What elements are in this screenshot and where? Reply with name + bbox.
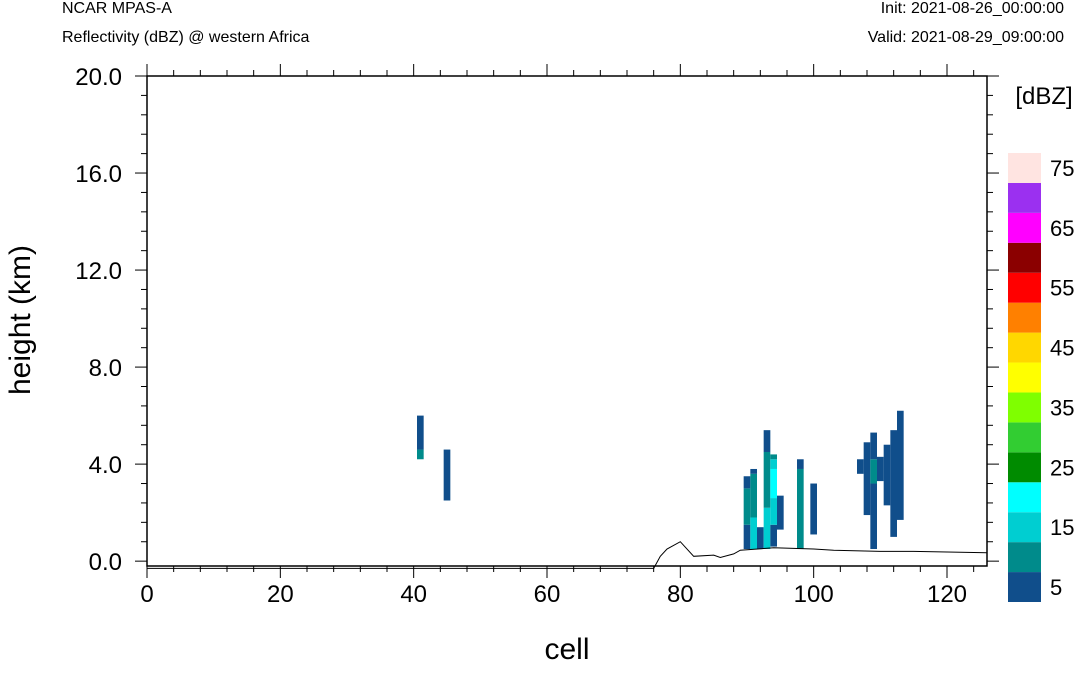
- colorbar: [dBZ] 5 15 25 35 45 55 65 75: [1008, 83, 1074, 602]
- x-tick-label: 60: [534, 581, 561, 608]
- colorbar-swatch: [1008, 572, 1041, 602]
- reflectivity-cell: [897, 410, 904, 520]
- reflectivity-cell: [750, 517, 757, 550]
- reflectivity-cell: [763, 507, 771, 550]
- colorbar-label: 65: [1050, 216, 1074, 241]
- valid-time: Valid: 2021-08-29_09:00:00: [867, 29, 1064, 46]
- reflectivity-cell: [777, 495, 784, 530]
- axes: 0 20 40 60 80 100 120 0.0 4.0 8.0 12.0 16.0 20.0: [75, 64, 999, 608]
- x-tick-label: 0: [140, 581, 153, 608]
- reflectivity-cell: [770, 459, 777, 469]
- reflectivity-cell: [417, 449, 424, 460]
- y-tick-label: 12.0: [75, 258, 122, 285]
- colorbar-label: 25: [1050, 455, 1074, 480]
- colorbar-label: 5: [1050, 575, 1062, 600]
- colorbar-swatch: [1008, 272, 1041, 303]
- colorbar-swatch: [1008, 422, 1041, 453]
- reflectivity-cell: [810, 483, 817, 535]
- colorbar-swatch: [1008, 332, 1041, 363]
- colorbar-swatch: [1008, 482, 1041, 513]
- colorbar-label: 75: [1050, 156, 1074, 181]
- reflectivity-cell: [743, 524, 751, 550]
- colorbar-swatch: [1008, 153, 1041, 183]
- y-tick-label: 8.0: [89, 355, 122, 382]
- reflectivity-cell: [417, 415, 424, 450]
- reflectivity-cell: [857, 459, 864, 474]
- reflectivity-cell: [797, 459, 804, 469]
- colorbar-label: 15: [1050, 515, 1074, 540]
- x-tick-label: 20: [267, 581, 294, 608]
- colorbar-label: 35: [1050, 395, 1074, 420]
- y-axis-label: height (km): [4, 245, 37, 395]
- init-time: Init: 2021-08-26_00:00:00: [880, 0, 1064, 17]
- reflectivity-cell: [743, 476, 751, 489]
- reflectivity-cell: [770, 498, 777, 525]
- x-tick-label: 120: [927, 581, 967, 608]
- chart-subtitle: Reflectivity (dBZ) @ western Africa: [62, 29, 310, 46]
- reflectivity-cell: [743, 488, 751, 525]
- reflectivity-cell: [870, 432, 877, 460]
- x-tick-label: 100: [794, 581, 834, 608]
- reflectivity-cell: [763, 430, 771, 452]
- y-tick-label: 20.0: [75, 64, 122, 91]
- reflectivity-cell: [863, 442, 871, 516]
- plot-frame: [146, 75, 988, 567]
- reflectivity-cell: [770, 454, 777, 460]
- colorbar-swatch: [1008, 452, 1041, 483]
- reflectivity-cell: [763, 451, 771, 508]
- colorbar-swatch: [1008, 512, 1041, 543]
- reflectivity-cell: [443, 449, 451, 501]
- colorbar-swatch: [1008, 302, 1041, 333]
- reflectivity-cell: [870, 483, 877, 550]
- colorbar-swatch: [1008, 362, 1041, 393]
- colorbar-label: 45: [1050, 336, 1074, 361]
- model-title: NCAR MPAS-A: [62, 0, 172, 17]
- colorbar-swatch: [1008, 212, 1041, 243]
- reflectivity-cell: [883, 444, 891, 506]
- colorbar-label: 55: [1050, 276, 1074, 301]
- reflectivity-cell: [797, 468, 804, 550]
- reflectivity-cell: [877, 456, 884, 482]
- reflectivity-cell: [770, 468, 777, 499]
- colorbar-swatch: [1008, 182, 1041, 213]
- reflectivity-cell: [870, 459, 877, 484]
- colorbar-swatch: [1008, 542, 1041, 573]
- x-tick-label: 80: [667, 581, 694, 608]
- reflectivity-cell: [757, 527, 764, 550]
- reflectivity-cell: [750, 473, 757, 518]
- y-tick-label: 0.0: [89, 549, 122, 576]
- y-tick-label: 4.0: [89, 452, 122, 479]
- reflectivity-cell: [890, 430, 897, 537]
- reflectivity-cell: [750, 468, 757, 474]
- x-tick-label: 40: [400, 581, 427, 608]
- terrain-line: [147, 541, 988, 569]
- y-tick-label: 16.0: [75, 161, 122, 188]
- colorbar-unit-label: [dBZ]: [1015, 83, 1072, 110]
- colorbar-swatch: [1008, 392, 1041, 423]
- plot-area: [147, 410, 988, 569]
- colorbar-swatch: [1008, 242, 1041, 273]
- x-axis-label: cell: [544, 633, 589, 666]
- reflectivity-cell: [770, 524, 777, 547]
